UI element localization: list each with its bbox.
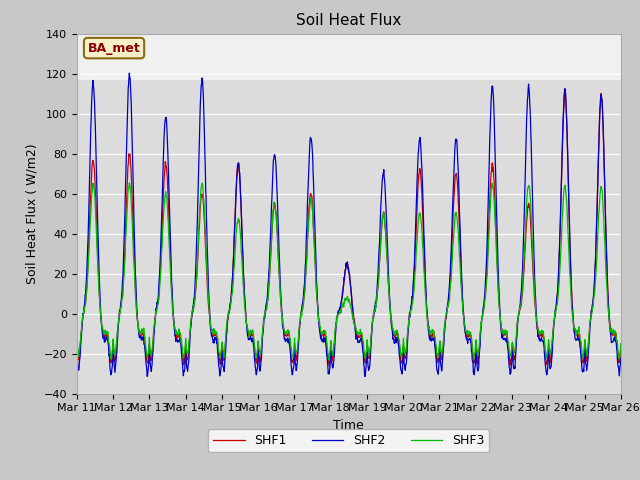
SHF3 <box>434 353 442 359</box>
Line: SHF3: SHF3 <box>77 183 621 360</box>
X-axis label: Time: Time <box>333 419 364 432</box>
SHF3 <box>553 303 561 309</box>
SHF2 <box>195 186 202 192</box>
SHF1 <box>553 298 561 304</box>
SHF1 <box>505 347 513 353</box>
SHF3 <box>505 345 513 351</box>
SHF1 <box>434 360 442 365</box>
SHF2 <box>505 360 513 365</box>
SHF1 <box>255 348 262 353</box>
Bar <box>77 34 621 80</box>
Text: BA_met: BA_met <box>88 42 140 55</box>
SHF2 <box>553 294 561 300</box>
SHF1 <box>617 346 625 352</box>
SHF2 <box>73 347 81 353</box>
Line: SHF2: SHF2 <box>77 73 621 376</box>
SHF1 <box>180 360 188 365</box>
SHF2 <box>361 373 369 379</box>
SHF1 <box>73 340 81 346</box>
SHF2 <box>181 364 189 370</box>
Legend: SHF1, SHF2, SHF3: SHF1, SHF2, SHF3 <box>209 429 489 452</box>
Line: SHF1: SHF1 <box>77 90 621 366</box>
SHF1 <box>194 254 202 260</box>
SHF3 <box>195 243 202 249</box>
SHF1 <box>561 87 569 93</box>
SHF3 <box>125 180 133 186</box>
SHF1 <box>326 363 333 369</box>
SHF2 <box>255 357 263 363</box>
SHF2 <box>434 368 442 373</box>
SHF3 <box>73 338 81 344</box>
SHF3 <box>181 346 189 351</box>
SHF2 <box>617 355 625 360</box>
SHF3 <box>325 357 333 363</box>
SHF3 <box>255 347 263 352</box>
SHF2 <box>125 70 133 76</box>
Y-axis label: Soil Heat Flux ( W/m2): Soil Heat Flux ( W/m2) <box>25 144 38 284</box>
SHF3 <box>617 341 625 347</box>
Title: Soil Heat Flux: Soil Heat Flux <box>296 13 401 28</box>
